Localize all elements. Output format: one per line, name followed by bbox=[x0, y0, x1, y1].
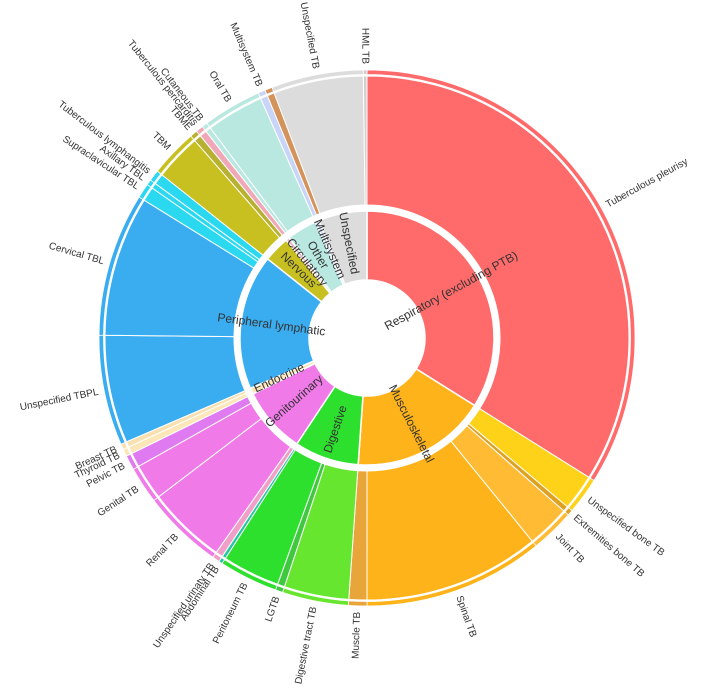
outer-rim-muscle-tb bbox=[347, 600, 368, 607]
inner-segment-peripheral-lymphatic bbox=[239, 257, 323, 390]
outer-label-spinal-tb: Spinal TB bbox=[453, 594, 478, 639]
outer-label-tuberculous-pleurisy: Tuberculous pleurisy bbox=[604, 156, 690, 210]
outer-label-multisystem-tb: Multisystem TB bbox=[227, 21, 264, 88]
outer-label-joint-tb: Joint TB bbox=[553, 532, 586, 566]
outer-label-peritoneum-tb: Peritoneum TB bbox=[211, 581, 251, 646]
outer-label-genital-tb: Genital TB bbox=[96, 484, 142, 519]
outer-ring bbox=[98, 69, 636, 607]
outer-label-unspecified-bone-tb: Unspecified bone TB bbox=[585, 495, 667, 559]
inner-segment-unspecified bbox=[317, 210, 368, 286]
outer-label-oral-tb: Oral TB bbox=[206, 69, 233, 104]
outer-label-hml-tb: HML TB bbox=[359, 28, 370, 65]
outer-rim-hml-tb bbox=[362, 69, 368, 75]
outer-label-cervical-tbl: Cervical TBL bbox=[47, 241, 105, 268]
outer-label-unspecified-tbpl: Unspecified TBPL bbox=[19, 387, 100, 414]
outer-label-muscle-tb: Muscle TB bbox=[350, 611, 363, 659]
outer-label-tuberculous-pericarditis: Tuberculous pericarditis bbox=[125, 38, 200, 127]
outer-segment-hml-tb bbox=[362, 75, 368, 206]
outer-label-tbm: TBM bbox=[150, 130, 173, 153]
outer-segment-tuberculous-pleurisy bbox=[366, 75, 630, 479]
outer-label-unspecified-tb: Unspecified TB bbox=[298, 1, 322, 70]
outer-label-renal-tb: Renal TB bbox=[144, 531, 181, 569]
inner-segment-respiratory-excluding-ptb bbox=[366, 210, 495, 407]
outer-label-lgtb: LGTB bbox=[263, 595, 282, 624]
outer-label-unspecified-urinaty-tb: Unspecified urinaty TB bbox=[151, 561, 217, 650]
inner-segment-musculoskeletal bbox=[357, 367, 476, 466]
outer-label-extremities-bone-tb: Extremities bone TB bbox=[571, 513, 647, 580]
outer-label-digestive-tract-tb: Digestive tract TB bbox=[293, 605, 319, 685]
inner-ring bbox=[239, 210, 495, 466]
